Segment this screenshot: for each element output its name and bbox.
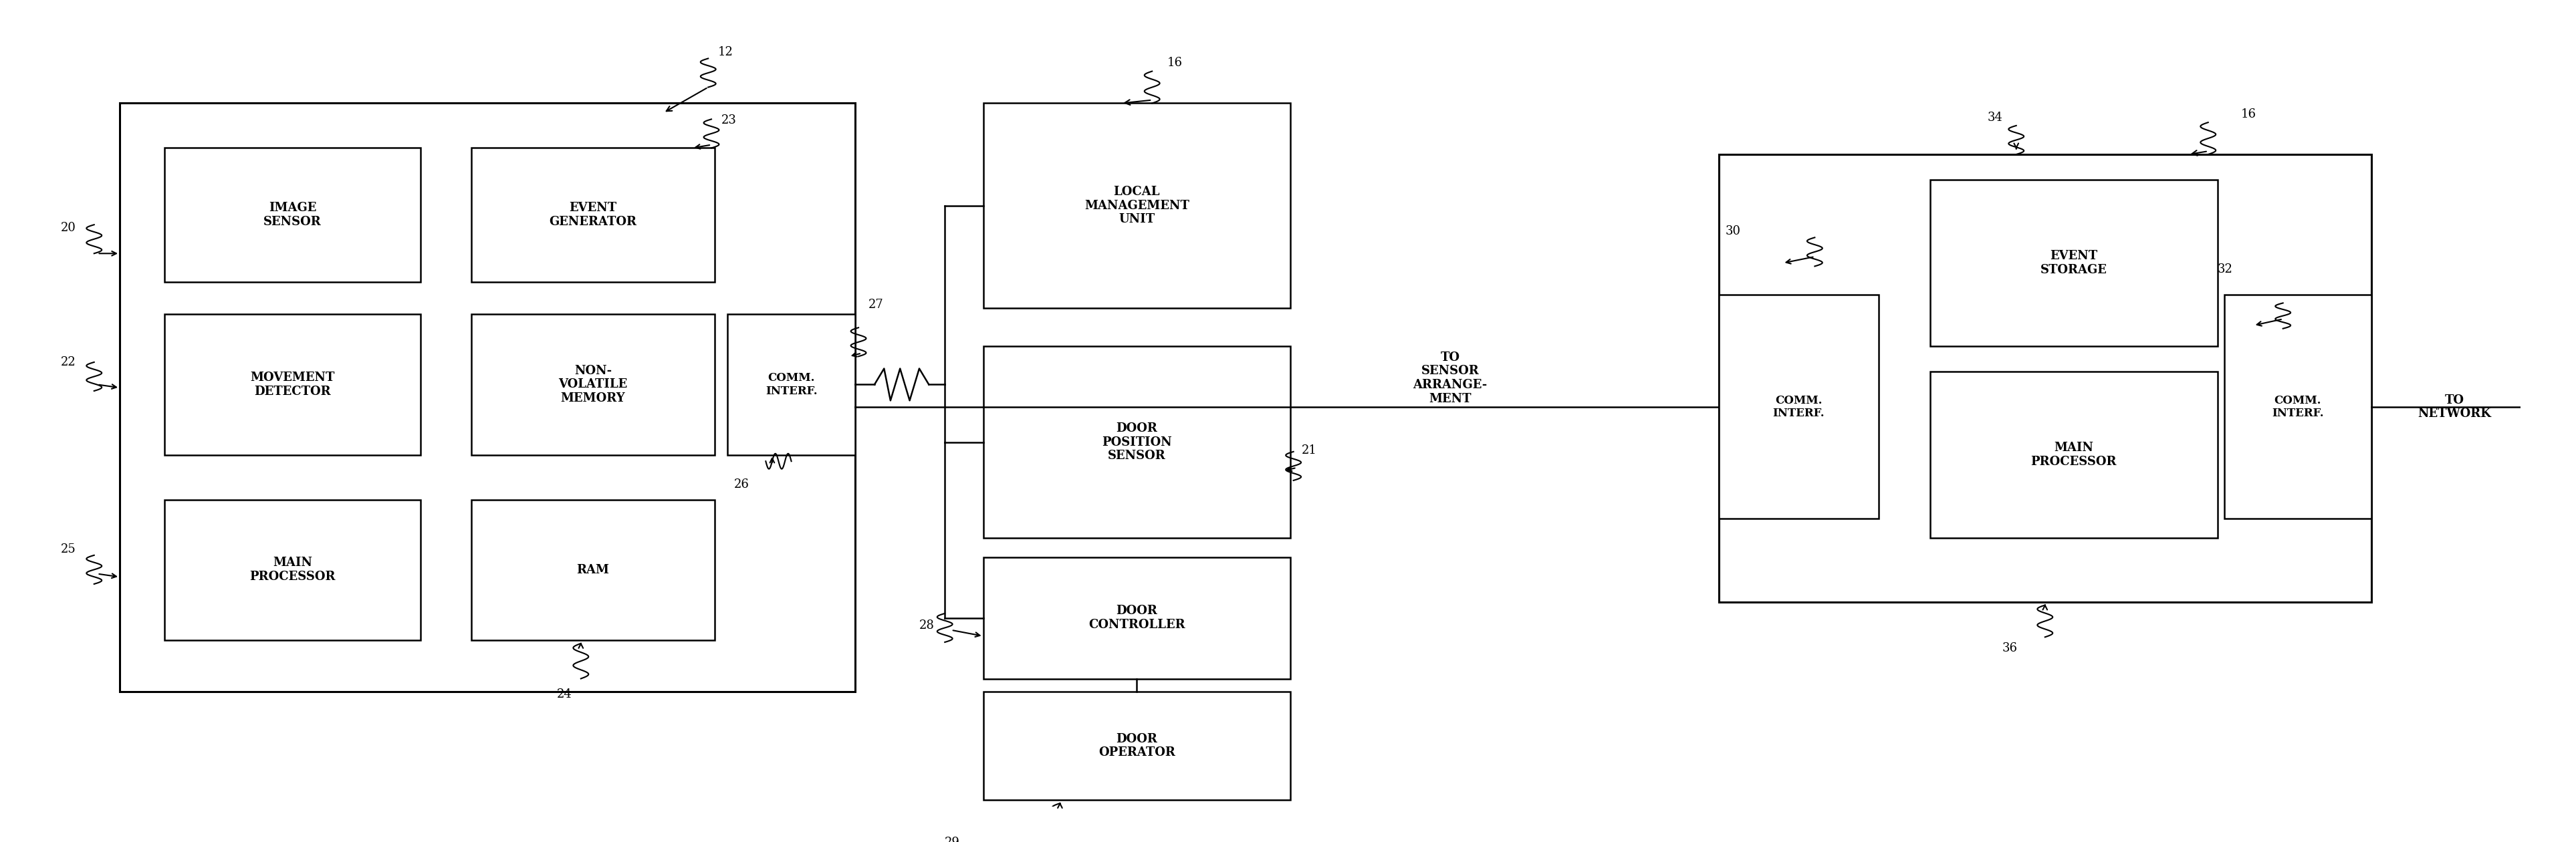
- Text: 26: 26: [734, 479, 750, 491]
- Text: 25: 25: [62, 543, 77, 556]
- Text: 36: 36: [2002, 642, 2017, 654]
- Text: DOOR
CONTROLLER: DOOR CONTROLLER: [1090, 605, 1185, 631]
- Text: 28: 28: [920, 620, 935, 632]
- Bar: [1929, 372, 2218, 538]
- Bar: [165, 314, 420, 455]
- Bar: [984, 557, 1291, 679]
- Text: TO
SENSOR
ARRANGE-
MENT: TO SENSOR ARRANGE- MENT: [1414, 351, 1486, 405]
- Text: 22: 22: [62, 356, 77, 368]
- Text: IMAGE
SENSOR: IMAGE SENSOR: [263, 202, 322, 228]
- Text: 24: 24: [556, 689, 572, 701]
- Bar: [118, 104, 855, 691]
- Text: RAM: RAM: [577, 564, 611, 576]
- Text: 27: 27: [868, 298, 884, 311]
- Bar: [1718, 295, 1878, 519]
- Text: 32: 32: [2218, 264, 2233, 275]
- Text: MOVEMENT
DETECTOR: MOVEMENT DETECTOR: [250, 371, 335, 397]
- Text: 23: 23: [721, 115, 737, 126]
- Bar: [471, 499, 714, 640]
- Text: 16: 16: [2241, 108, 2257, 120]
- Bar: [726, 314, 855, 455]
- Text: COMM.
INTERF.: COMM. INTERF.: [1772, 395, 1824, 419]
- Text: 21: 21: [1301, 445, 1316, 456]
- Bar: [1929, 180, 2218, 346]
- Text: DOOR
POSITION
SENSOR: DOOR POSITION SENSOR: [1103, 422, 1172, 462]
- Text: MAIN
PROCESSOR: MAIN PROCESSOR: [2030, 442, 2117, 468]
- Text: 12: 12: [719, 46, 734, 58]
- Text: DOOR
OPERATOR: DOOR OPERATOR: [1097, 733, 1175, 759]
- Bar: [165, 148, 420, 282]
- Bar: [984, 346, 1291, 538]
- Text: 16: 16: [1167, 56, 1182, 69]
- Text: 29: 29: [945, 837, 961, 842]
- Text: TO
NETWORK: TO NETWORK: [2419, 394, 2491, 420]
- Bar: [984, 104, 1291, 308]
- Bar: [471, 314, 714, 455]
- Bar: [2223, 295, 2372, 519]
- Text: MAIN
PROCESSOR: MAIN PROCESSOR: [250, 557, 335, 583]
- Bar: [165, 499, 420, 640]
- Bar: [471, 148, 714, 282]
- Bar: [984, 691, 1291, 800]
- Text: EVENT
GENERATOR: EVENT GENERATOR: [549, 202, 636, 228]
- Text: COMM.
INTERF.: COMM. INTERF.: [2272, 395, 2324, 419]
- Text: COMM.
INTERF.: COMM. INTERF.: [765, 372, 817, 397]
- Text: LOCAL
MANAGEMENT
UNIT: LOCAL MANAGEMENT UNIT: [1084, 185, 1190, 226]
- Text: 34: 34: [1989, 112, 2002, 124]
- Text: 20: 20: [62, 221, 77, 234]
- Text: 30: 30: [1726, 225, 1741, 237]
- Bar: [1718, 154, 2372, 602]
- Text: EVENT
STORAGE: EVENT STORAGE: [2040, 250, 2107, 276]
- Text: NON-
VOLATILE
MEMORY: NON- VOLATILE MEMORY: [559, 365, 629, 404]
